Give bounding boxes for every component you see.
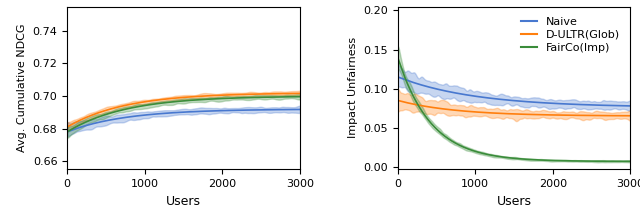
Legend: Naive, D-ULTR(Glob), FairCo(Imp): Naive, D-ULTR(Glob), FairCo(Imp) xyxy=(516,12,625,58)
X-axis label: Users: Users xyxy=(497,194,532,207)
X-axis label: Users: Users xyxy=(166,194,201,207)
Y-axis label: Impact Unfairness: Impact Unfairness xyxy=(348,37,358,138)
Y-axis label: Avg. Cumulative NDCG: Avg. Cumulative NDCG xyxy=(17,24,27,152)
